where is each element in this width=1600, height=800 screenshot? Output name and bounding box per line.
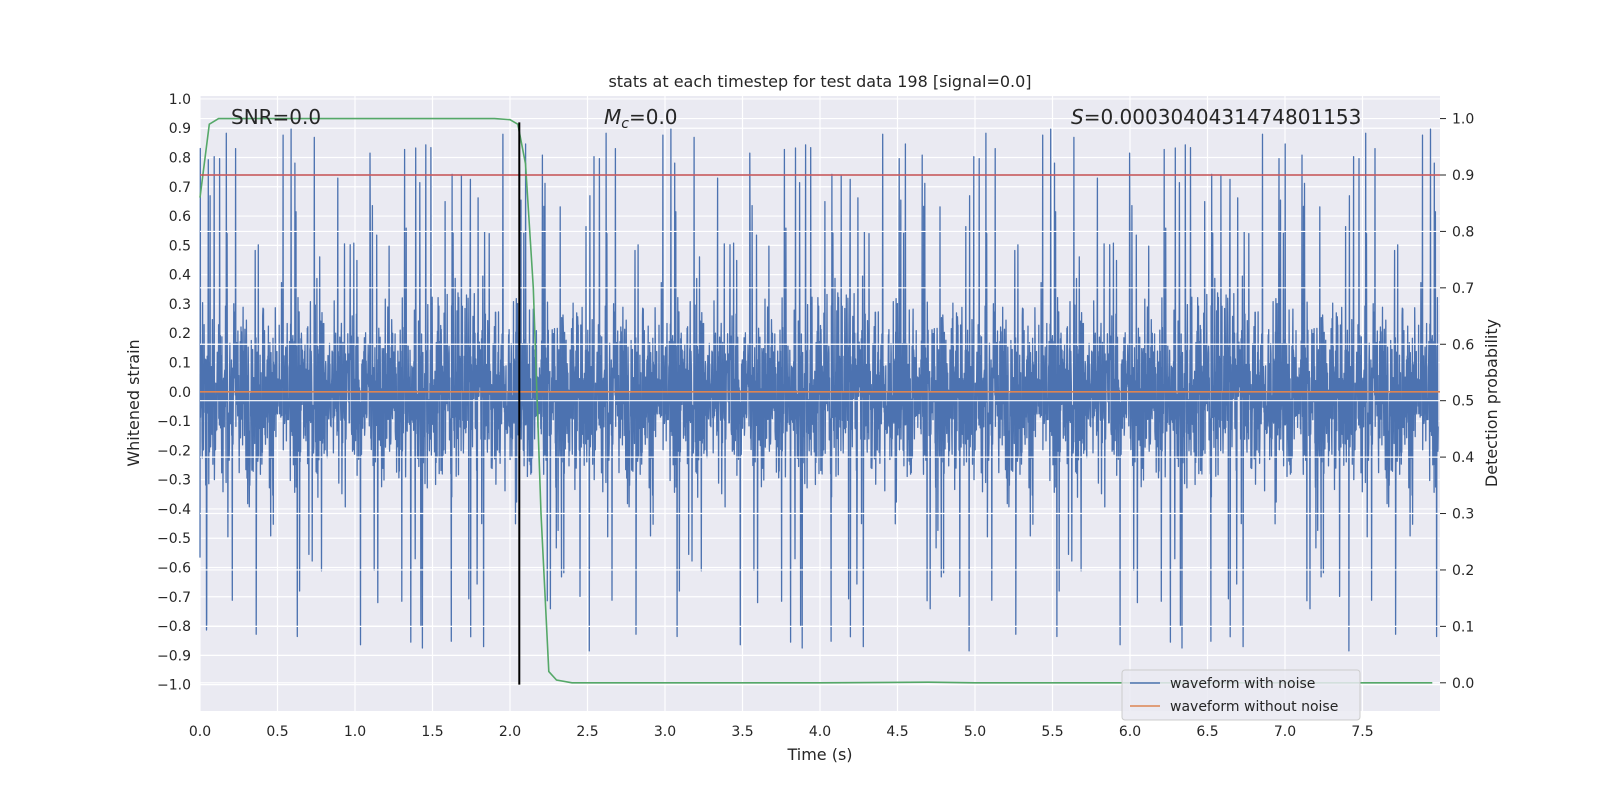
x-tick-label: 0.5 xyxy=(266,724,288,740)
mc-symbol: M xyxy=(604,105,621,129)
x-tick-labels: 0.0 0.5 1.0 1.5 2.0 2.5 3.0 3.5 4.0 4.5 5.0 5.5 6.0 6… xyxy=(189,724,1374,740)
left-y-tick-label: −0.1 xyxy=(157,414,191,430)
series-waveform-with-noise xyxy=(199,128,1439,652)
s-symbol: S xyxy=(1071,105,1084,129)
right-y-tick-label: 0.6 xyxy=(1452,337,1474,353)
snr-annotation: SNR=0.0 xyxy=(231,105,321,129)
x-tick-label: 4.0 xyxy=(809,724,831,740)
x-tick-label: 0.0 xyxy=(189,724,211,740)
left-y-axis-label: Whitened strain xyxy=(124,339,143,466)
right-y-tick-labels: 0.0 0.1 0.2 0.3 0.4 0.5 0.6 0.7 0.8 0.9 1.0 xyxy=(1440,112,1474,692)
s-value: =0.0003040431474801153 xyxy=(1084,105,1362,129)
left-y-tick-labels: 1.0 0.9 0.8 0.7 0.6 0.5 0.4 0.3 0.2 0.1 0.0 −0.1 −0.… xyxy=(157,92,191,694)
right-y-tick-label: 0.8 xyxy=(1452,224,1474,240)
x-tick-label: 6.0 xyxy=(1119,724,1141,740)
left-y-tick-label: 0.6 xyxy=(169,209,191,225)
legend-box xyxy=(1121,669,1361,721)
left-y-tick-label: −0.6 xyxy=(157,561,191,577)
x-tick-label: 6.5 xyxy=(1196,724,1218,740)
series-detection-probability xyxy=(199,117,1433,684)
x-tick-label: 5.5 xyxy=(1041,724,1063,740)
x-tick-label: 3.0 xyxy=(654,724,676,740)
legend-label-with-noise: waveform with noise xyxy=(1170,676,1315,692)
left-y-tick-label: 0.2 xyxy=(169,326,191,342)
x-tick-label: 1.5 xyxy=(421,724,443,740)
right-y-tick-label: 0.2 xyxy=(1452,563,1474,579)
chart-title: stats at each timestep for test data 198… xyxy=(608,72,1031,91)
x-tick-label: 2.0 xyxy=(499,724,521,740)
right-y-tick-label: 0.1 xyxy=(1452,619,1474,635)
right-y-tick-label: 0.9 xyxy=(1452,168,1474,184)
left-y-tick-label: 0.7 xyxy=(169,180,191,196)
left-y-tick-label: 0.5 xyxy=(169,238,191,254)
right-y-tick-label: 0.7 xyxy=(1452,281,1474,297)
right-y-axis-label: Detection probability xyxy=(1482,319,1501,487)
series-lines xyxy=(199,117,1440,685)
mc-subscript: c xyxy=(621,116,629,132)
left-y-tick-label: 0.4 xyxy=(169,268,191,284)
x-tick-label: 7.5 xyxy=(1351,724,1373,740)
x-tick-label: 3.5 xyxy=(731,724,753,740)
left-y-tick-label: 0.8 xyxy=(169,151,191,167)
left-y-tick-label: −0.3 xyxy=(157,473,191,489)
x-tick-label: 5.0 xyxy=(964,724,986,740)
mc-value: =0.0 xyxy=(629,105,678,129)
x-tick-label: 4.5 xyxy=(886,724,908,740)
right-y-tick-label: 1.0 xyxy=(1452,112,1474,128)
x-tick-label: 7.0 xyxy=(1274,724,1296,740)
mc-annotation: Mc=0.0 xyxy=(604,105,678,132)
left-y-tick-label: −0.2 xyxy=(157,443,191,459)
left-y-tick-label: −0.4 xyxy=(157,502,191,518)
legend: waveform with noise waveform without noi… xyxy=(1121,669,1361,721)
x-tick-label: 1.0 xyxy=(344,724,366,740)
left-y-tick-label: −0.5 xyxy=(157,531,191,547)
left-y-tick-label: 0.9 xyxy=(169,121,191,137)
left-y-tick-label: 0.1 xyxy=(169,356,191,372)
x-tick-label: 2.5 xyxy=(576,724,598,740)
right-y-tick-label: 0.5 xyxy=(1452,394,1474,410)
noise-waveform-line xyxy=(199,128,1439,652)
right-y-tick-label: 0.4 xyxy=(1452,450,1474,466)
right-y-tick-label: 0.0 xyxy=(1452,676,1474,692)
left-y-tick-label: −1.0 xyxy=(157,678,191,694)
left-y-tick-label: 0.0 xyxy=(169,385,191,401)
left-y-tick-label: −0.8 xyxy=(157,619,191,635)
legend-label-without-noise: waveform without noise xyxy=(1170,699,1338,715)
left-y-tick-label: 0.3 xyxy=(169,297,191,313)
left-y-tick-label: −0.9 xyxy=(157,648,191,664)
x-axis-label: Time (s) xyxy=(786,745,852,764)
left-y-tick-label: 1.0 xyxy=(169,92,191,108)
left-y-tick-label: −0.7 xyxy=(157,590,191,606)
s-annotation: S=0.0003040431474801153 xyxy=(1071,105,1361,129)
right-y-tick-label: 0.3 xyxy=(1452,507,1474,523)
